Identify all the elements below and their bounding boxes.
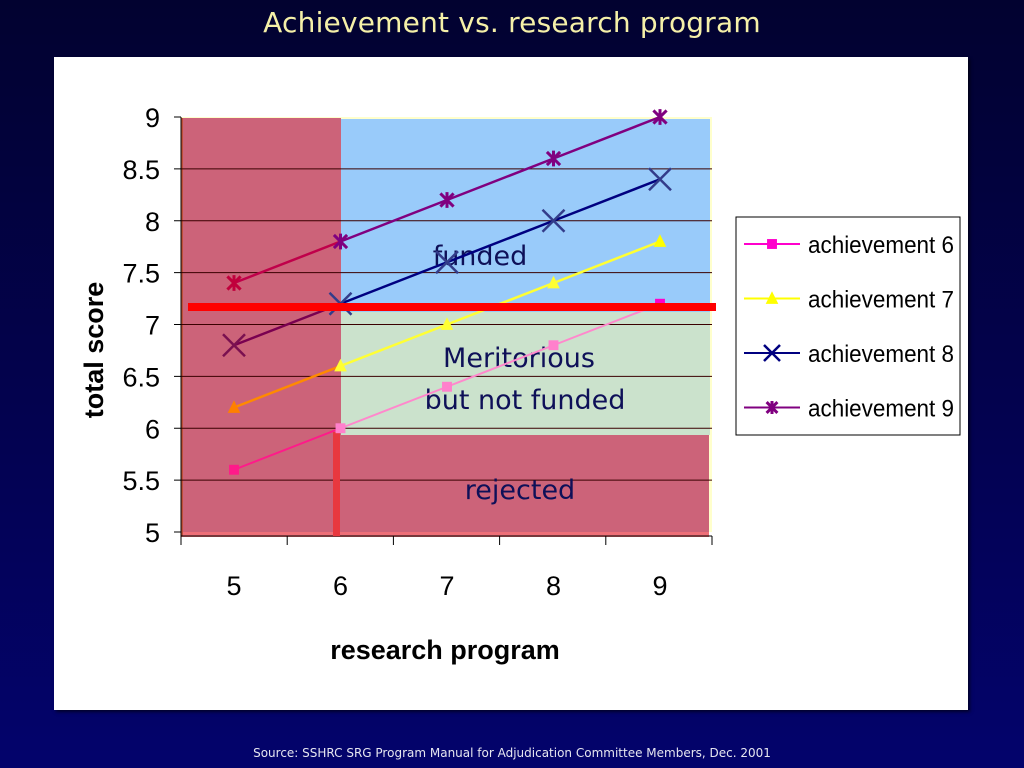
star-marker-icon — [652, 109, 668, 125]
rejected-region-border — [181, 532, 709, 537]
rejected-label: rejected — [465, 475, 575, 506]
region-backgrounds — [181, 117, 712, 537]
y-tick-label: 9 — [145, 103, 160, 133]
series-achievement-9 — [226, 109, 668, 291]
funded-label: funded — [433, 241, 528, 272]
triangle-marker-icon — [653, 234, 667, 247]
y-axis-title: total score — [79, 282, 109, 419]
x-axis: 5 6 7 8 9 — [180, 535, 713, 601]
y-tick-label: 5.5 — [122, 466, 160, 496]
legend-label: achievement 7 — [808, 287, 954, 314]
x-marker-icon — [648, 167, 672, 192]
y-tick-label: 5 — [145, 518, 160, 548]
y-tick-label: 7 — [145, 311, 160, 341]
x-tick-label: 5 — [226, 571, 241, 601]
rejected-region-bottom — [341, 435, 709, 536]
gridlines — [181, 168, 712, 481]
square-marker-icon — [767, 239, 777, 249]
legend-label: achievement 9 — [808, 396, 954, 423]
x-tick-label: 6 — [333, 571, 348, 601]
legend-item: achievement 9 — [744, 396, 954, 423]
slide-title: Achievement vs. research program — [263, 6, 761, 39]
series-achievement-8 — [222, 167, 672, 358]
legend-item: achievement 8 — [744, 341, 954, 368]
x-tick-label: 9 — [652, 571, 667, 601]
research-cutoff-bar — [333, 432, 340, 536]
x-tick-label: 8 — [546, 571, 561, 601]
star-marker-icon — [332, 233, 349, 250]
y-tick-label: 6.5 — [122, 362, 160, 392]
legend-label: achievement 8 — [808, 341, 954, 368]
x-marker-icon — [541, 208, 566, 233]
triangle-marker-icon — [547, 275, 560, 289]
triangle-marker-icon — [334, 358, 347, 372]
star-marker-icon — [545, 150, 562, 167]
y-axis: 9 8.5 8 7.5 7 6.5 6 5.5 5 — [122, 103, 182, 548]
square-marker-icon — [548, 340, 559, 351]
legend-item: achievement 6 — [744, 232, 954, 259]
square-marker-icon — [229, 464, 239, 475]
star-marker-icon — [226, 275, 242, 291]
x-marker-icon — [435, 250, 459, 275]
square-marker-icon — [335, 423, 346, 434]
funding-cutoff-line — [188, 303, 716, 311]
triangle-marker-icon — [227, 400, 241, 413]
triangle-marker-icon — [765, 291, 779, 304]
y-tick-label: 8.5 — [122, 155, 160, 185]
legend-box — [735, 216, 961, 436]
legend: achievement 6 achievement 7 achievement 8 a… — [735, 216, 961, 436]
meritorious-label-line2: but not funded — [425, 385, 626, 416]
series-achievement-6 — [229, 298, 665, 475]
series-layer — [222, 109, 672, 475]
y-tick-label: 8 — [145, 207, 160, 237]
meritorious-region — [341, 312, 710, 435]
square-marker-icon — [442, 381, 452, 392]
rejected-region-left — [181, 118, 341, 536]
star-marker-icon — [765, 401, 779, 414]
legend-item: achievement 7 — [744, 287, 954, 314]
triangle-marker-icon — [440, 317, 454, 330]
source-citation: Source: SSHRC SRG Program Manual for Adj… — [253, 746, 771, 760]
y-tick-label: 6 — [145, 414, 160, 444]
x-marker-icon — [222, 333, 246, 358]
y-tick-label: 7.5 — [122, 259, 160, 289]
legend-label: achievement 6 — [808, 232, 954, 259]
x-axis-title: research program — [330, 635, 560, 665]
star-marker-icon — [439, 192, 455, 208]
x-tick-label: 7 — [439, 571, 454, 601]
x-marker-icon — [763, 344, 781, 362]
